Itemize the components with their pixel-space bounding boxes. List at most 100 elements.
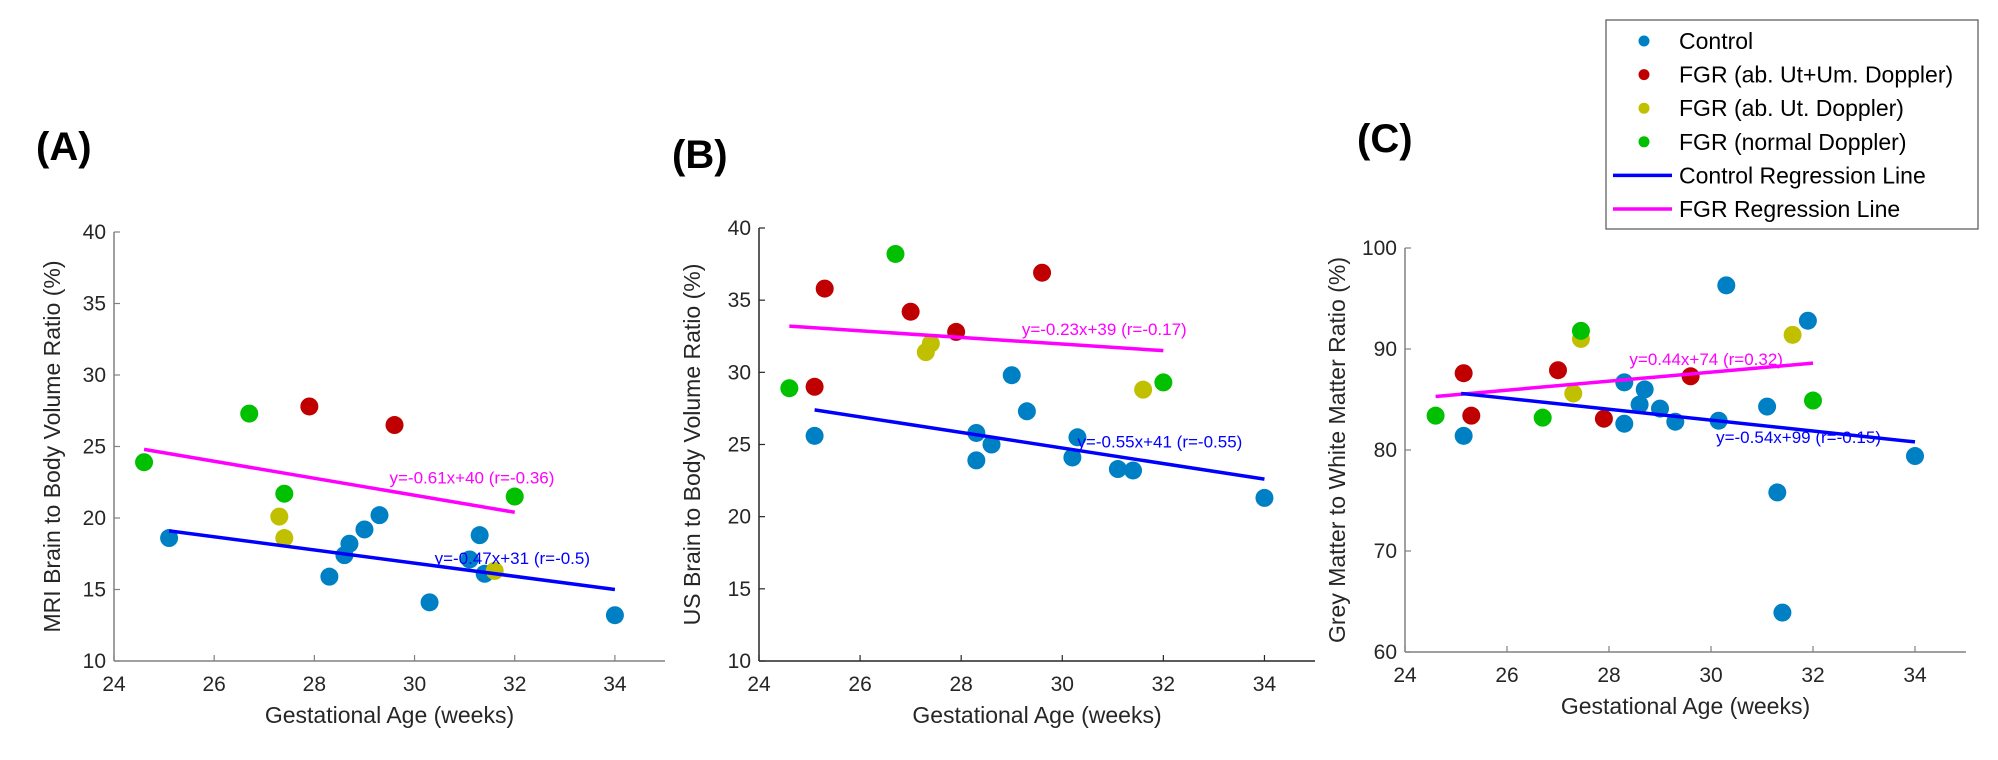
control-regression-line bbox=[168, 529, 616, 592]
legend-box bbox=[1605, 19, 1979, 230]
y-tick-label: 30 bbox=[728, 361, 751, 384]
x-tick-label: 30 bbox=[403, 673, 426, 696]
data-point-control bbox=[1068, 428, 1087, 447]
regression-equation-label: y=-0.61x+40 (r=-0.36) bbox=[390, 469, 555, 488]
data-point-control bbox=[982, 435, 1001, 454]
data-point-fgr-ab-ut-um-doppler bbox=[1033, 263, 1052, 282]
y-tick-label: 35 bbox=[728, 289, 751, 312]
data-point-control bbox=[805, 426, 824, 445]
fgr-regression-line bbox=[1435, 361, 1814, 399]
panel-b: (B) 24 26 28 30 32 34 10 15 20 25 30 35 40 Gestational… bbox=[672, 133, 1315, 728]
legend-item-label: FGR (ab. Ut+Um. Doppler) bbox=[1679, 62, 1953, 88]
data-point-fgr-normal-doppler bbox=[1533, 408, 1552, 427]
data-point-fgr-ab-ut-doppler bbox=[1134, 380, 1153, 399]
regression-equation-label: y=0.44x+74 (r=0.32) bbox=[1629, 350, 1783, 369]
x-tick-label: 24 bbox=[1393, 664, 1417, 687]
y-tick-label: 15 bbox=[83, 579, 106, 602]
data-point-control bbox=[470, 526, 489, 545]
data-point-control bbox=[1773, 603, 1792, 622]
data-point-control bbox=[1615, 414, 1634, 433]
data-point-fgr-ab-ut-um-doppler bbox=[815, 279, 834, 298]
data-point-fgr-normal-doppler bbox=[1154, 373, 1173, 392]
x-tick-label: 26 bbox=[1495, 664, 1518, 687]
data-point-fgr-ab-ut-um-doppler bbox=[901, 302, 920, 321]
y-tick-label: 100 bbox=[1362, 237, 1397, 260]
x-tick-label: 34 bbox=[1253, 673, 1277, 696]
data-point-control bbox=[1017, 402, 1036, 421]
y-axis-label: Grey Matter to White Matter Ratio (%) bbox=[1324, 257, 1350, 643]
y-tick-label: 40 bbox=[83, 221, 106, 244]
y-tick-label: 20 bbox=[728, 506, 751, 529]
x-tick-label: 26 bbox=[848, 673, 871, 696]
data-point-control bbox=[1630, 395, 1649, 414]
data-point-fgr-normal-doppler bbox=[780, 379, 799, 398]
legend-item-label: FGR Regression Line bbox=[1679, 196, 1900, 222]
y-tick-label: 15 bbox=[728, 578, 751, 601]
y-tick-label: 20 bbox=[83, 507, 106, 530]
data-point-control bbox=[1124, 461, 1143, 480]
data-point-control bbox=[1255, 488, 1274, 507]
data-point-fgr-normal-doppler bbox=[240, 404, 259, 423]
data-point-fgr-ab-ut-um-doppler bbox=[1454, 364, 1473, 383]
regression-equation-label: y=-0.47x+31 (r=-0.5) bbox=[435, 549, 590, 568]
y-axis-label: US Brain to Body Volume Ratio (%) bbox=[679, 264, 705, 626]
data-point-control bbox=[1615, 373, 1634, 392]
y-axis-label: MRI Brain to Body Volume Ratio (%) bbox=[39, 261, 65, 633]
data-point-control bbox=[1454, 426, 1473, 445]
panel-a: (A) 24 26 28 30 32 34 10 15 20 25 30 35 40 Gestational… bbox=[36, 125, 665, 728]
control-regression-line bbox=[814, 408, 1265, 481]
data-point-control bbox=[320, 567, 339, 586]
data-point-control bbox=[967, 423, 986, 442]
data-point-fgr-ab-ut-um-doppler bbox=[1681, 367, 1700, 386]
data-point-control bbox=[1798, 311, 1817, 330]
panel-label: (C) bbox=[1357, 117, 1413, 161]
x-tick-label: 30 bbox=[1051, 673, 1074, 696]
data-point-fgr-normal-doppler bbox=[886, 244, 905, 263]
y-tick-label: 30 bbox=[83, 364, 106, 387]
x-tick-label: 32 bbox=[1801, 664, 1824, 687]
data-point-fgr-ab-ut-um-doppler bbox=[805, 377, 824, 396]
y-tick-label: 70 bbox=[1374, 540, 1397, 563]
fgr-regression-line bbox=[789, 324, 1164, 353]
regression-equation-label: y=-0.23x+39 (r=-0.17) bbox=[1022, 320, 1187, 339]
data-point-control bbox=[1063, 448, 1082, 467]
x-tick-label: 26 bbox=[203, 673, 226, 696]
data-point-fgr-ab-ut-doppler bbox=[270, 507, 289, 526]
data-point-fgr-ab-ut-doppler bbox=[275, 529, 294, 548]
data-point-control bbox=[1635, 380, 1654, 399]
legend-marker-icon bbox=[1638, 69, 1650, 81]
panel-label: (A) bbox=[36, 125, 92, 169]
x-tick-label: 24 bbox=[102, 673, 126, 696]
legend-item-label: Control Regression Line bbox=[1679, 162, 1926, 188]
y-tick-label: 60 bbox=[1374, 641, 1397, 664]
x-tick-label: 30 bbox=[1699, 664, 1722, 687]
y-tick-label: 90 bbox=[1374, 338, 1397, 361]
x-tick-label: 34 bbox=[1903, 664, 1927, 687]
x-tick-label: 34 bbox=[603, 673, 627, 696]
legend-marker-icon bbox=[1638, 35, 1650, 47]
data-point-fgr-normal-doppler bbox=[1804, 391, 1822, 410]
data-point-fgr-ab-ut-um-doppler bbox=[385, 416, 404, 435]
x-tick-label: 32 bbox=[1152, 673, 1175, 696]
y-tick-label: 35 bbox=[83, 293, 106, 316]
data-point-control bbox=[160, 529, 179, 548]
y-tick-label: 10 bbox=[728, 650, 751, 673]
legend-marker-icon bbox=[1638, 136, 1650, 148]
data-point-control bbox=[967, 451, 986, 470]
legend: Control FGR (ab. Ut+Um. Doppler) FGR (ab. … bbox=[1605, 19, 1979, 230]
legend-item-label: Control bbox=[1679, 28, 1753, 54]
data-point-fgr-ab-ut-um-doppler bbox=[1549, 361, 1567, 380]
x-tick-label: 28 bbox=[950, 673, 973, 696]
data-point-fgr-ab-ut-um-doppler bbox=[300, 397, 319, 416]
data-point-fgr-normal-doppler bbox=[1426, 406, 1445, 425]
y-tick-label: 40 bbox=[728, 217, 751, 240]
data-point-fgr-ab-ut-um-doppler bbox=[1594, 409, 1613, 428]
control-regression-line bbox=[1460, 391, 1916, 444]
data-point-control bbox=[1002, 366, 1021, 385]
data-point-fgr-ab-ut-um-doppler bbox=[1462, 406, 1481, 425]
data-point-control bbox=[1906, 447, 1924, 466]
data-point-control bbox=[340, 534, 359, 553]
legend-marker-icon bbox=[1638, 102, 1650, 114]
data-point-fgr-normal-doppler bbox=[505, 487, 524, 506]
